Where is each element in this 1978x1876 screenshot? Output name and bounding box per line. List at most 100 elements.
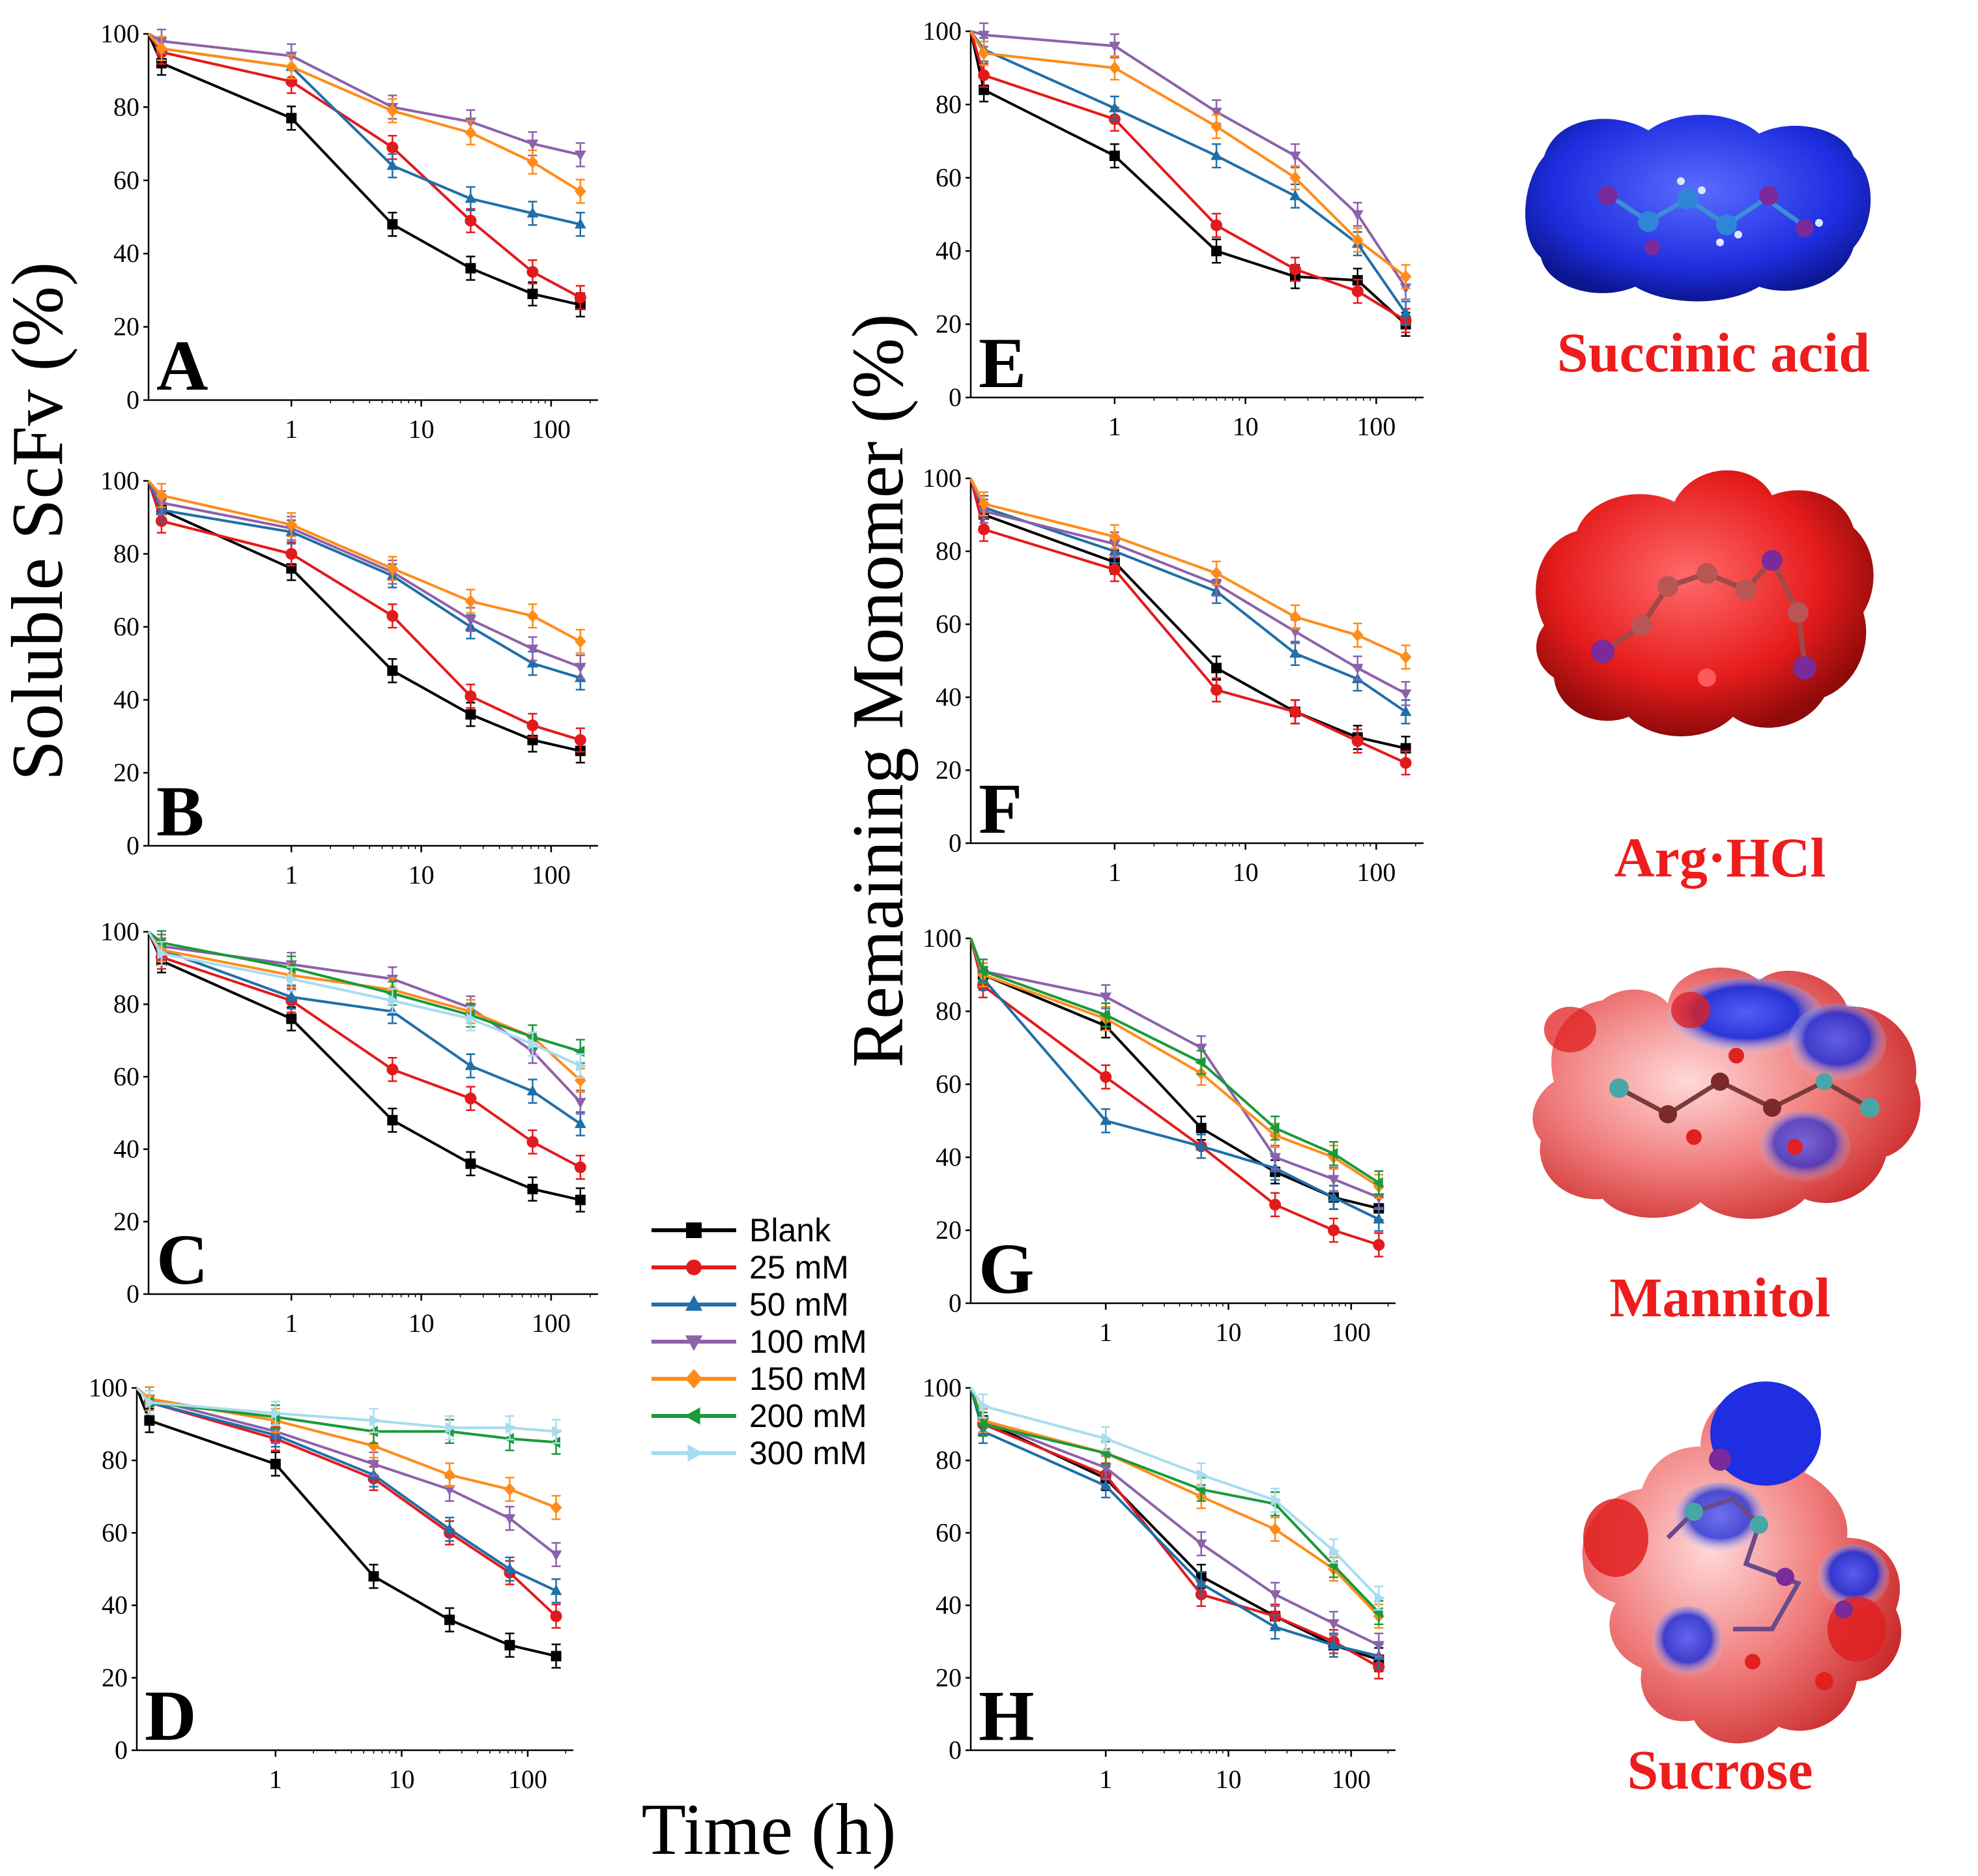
data-point [575,1118,586,1129]
panel-h: 0 20 40 60 80 100 1 10 100 H [923,1373,1396,1794]
x-axis-title: Time (h) [641,1789,896,1870]
panel-label-g: G [979,1229,1035,1308]
legend-marker [686,1222,702,1238]
data-point [575,1097,586,1108]
data-point [550,1584,562,1595]
y-tick-label: 100 [100,466,139,495]
series-100-mm [970,22,1412,300]
series-25-mm [136,1387,562,1629]
data-point [1195,1043,1207,1054]
y-tick-label: 80 [936,1445,962,1475]
y-tick-label: 0 [949,1735,962,1765]
data-point [505,1422,516,1434]
data-point [444,1614,455,1625]
data-point [574,1161,586,1174]
x-tick-label: 10 [1216,1765,1242,1794]
data-point [575,184,586,198]
panel-label-f: F [979,769,1022,848]
data-point [977,965,988,977]
data-point [1211,246,1222,257]
y-tick-label: 80 [113,92,139,121]
data-point [1289,647,1301,658]
series-blank [147,33,586,318]
data-point [1351,628,1364,642]
data-point [977,1418,988,1430]
mannitol-surface-image [1532,967,1921,1219]
data-point [386,104,399,118]
data-point [1289,263,1301,276]
series-line [147,480,581,753]
series-line [969,1387,1380,1599]
data-point [1099,1009,1110,1021]
y-tick-label: 60 [936,609,962,639]
x-tick-label: 10 [408,1308,435,1338]
series-150-mm [969,938,1385,1200]
data-point [1211,566,1222,580]
x-tick-label: 1 [285,860,298,889]
y-tick-label: 0 [126,385,139,414]
series-blank [969,31,1411,337]
data-point [386,987,397,1000]
data-point [574,1045,585,1058]
data-point [575,1073,586,1087]
legend-item-200-mm: 200 mM [652,1398,867,1434]
series-line [147,480,581,669]
series-line [136,1387,556,1433]
y-tick-label: 20 [936,1663,962,1692]
data-point [1195,1577,1207,1588]
x-tick-label: 10 [408,860,435,889]
legend-item-100-mm: 100 mM [652,1323,867,1360]
data-point [1374,1592,1385,1604]
data-point [444,1468,455,1482]
succinic-acid-surface-image [1525,115,1871,302]
series-line [147,931,581,1053]
data-point [574,734,586,746]
y-tick-label: 100 [100,917,139,946]
data-point [1372,1177,1383,1189]
data-point [1109,530,1121,543]
data-point [1373,1213,1385,1224]
y-tick-label: 100 [100,19,139,48]
data-point [285,518,298,532]
legend-label: 150 mM [749,1361,867,1397]
data-point [1108,564,1121,575]
series-line [969,31,1407,326]
series-line [969,31,1407,322]
series-line [147,480,581,680]
data-point [157,947,168,960]
series-150-mm [147,33,586,204]
data-point [369,1415,380,1426]
y-tick-label: 40 [936,1591,962,1620]
molecule-label-arg-hcl: Arg·HCl [1614,826,1826,889]
data-point [575,1194,586,1205]
data-point [1100,1071,1112,1083]
series-line [147,33,581,306]
y-tick-label: 0 [949,1288,962,1318]
data-point [527,289,538,300]
data-point [978,46,990,60]
molecule-label-succinic-acid: Succinic acid [1557,321,1870,384]
data-point [1269,1198,1282,1211]
series-200-mm [969,938,1384,1196]
data-point [285,962,296,974]
data-point [1100,1479,1111,1490]
y-tick-label: 20 [113,1207,139,1236]
data-point [1289,706,1301,718]
data-point [145,1396,156,1409]
data-point [1289,190,1301,201]
data-point [1270,1494,1282,1507]
series-line [147,33,581,193]
y-tick-label: 100 [923,1373,962,1402]
data-point [1289,171,1301,184]
legend-marker [685,1295,703,1311]
y-tick-label: 80 [936,536,962,566]
data-point [1211,219,1223,231]
y-tick-label: 60 [102,1518,128,1547]
series-50-mm [136,1387,562,1604]
molecule-label-sucrose: Sucrose [1627,1739,1813,1801]
series-line [969,938,1380,1199]
data-point [465,214,477,227]
y-tick-label: 0 [949,828,962,858]
series-blank [969,478,1411,761]
